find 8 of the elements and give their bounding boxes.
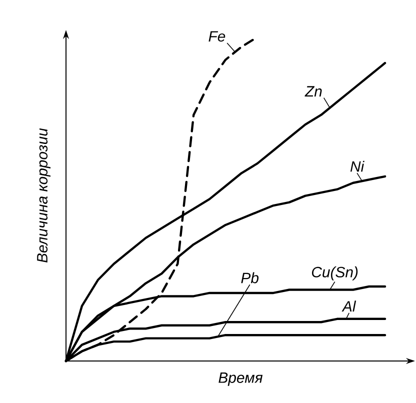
y-axis-title: Величина коррозии <box>37 128 50 263</box>
text: Pb <box>241 272 259 284</box>
series-label: Cu(Sn) <box>312 266 358 280</box>
legend-label: Al <box>342 300 356 312</box>
series-label: Fe <box>208 31 226 42</box>
series-label: Zn <box>304 86 322 96</box>
x-axis-title: Время <box>218 372 263 386</box>
series-label: Ni <box>350 160 364 172</box>
